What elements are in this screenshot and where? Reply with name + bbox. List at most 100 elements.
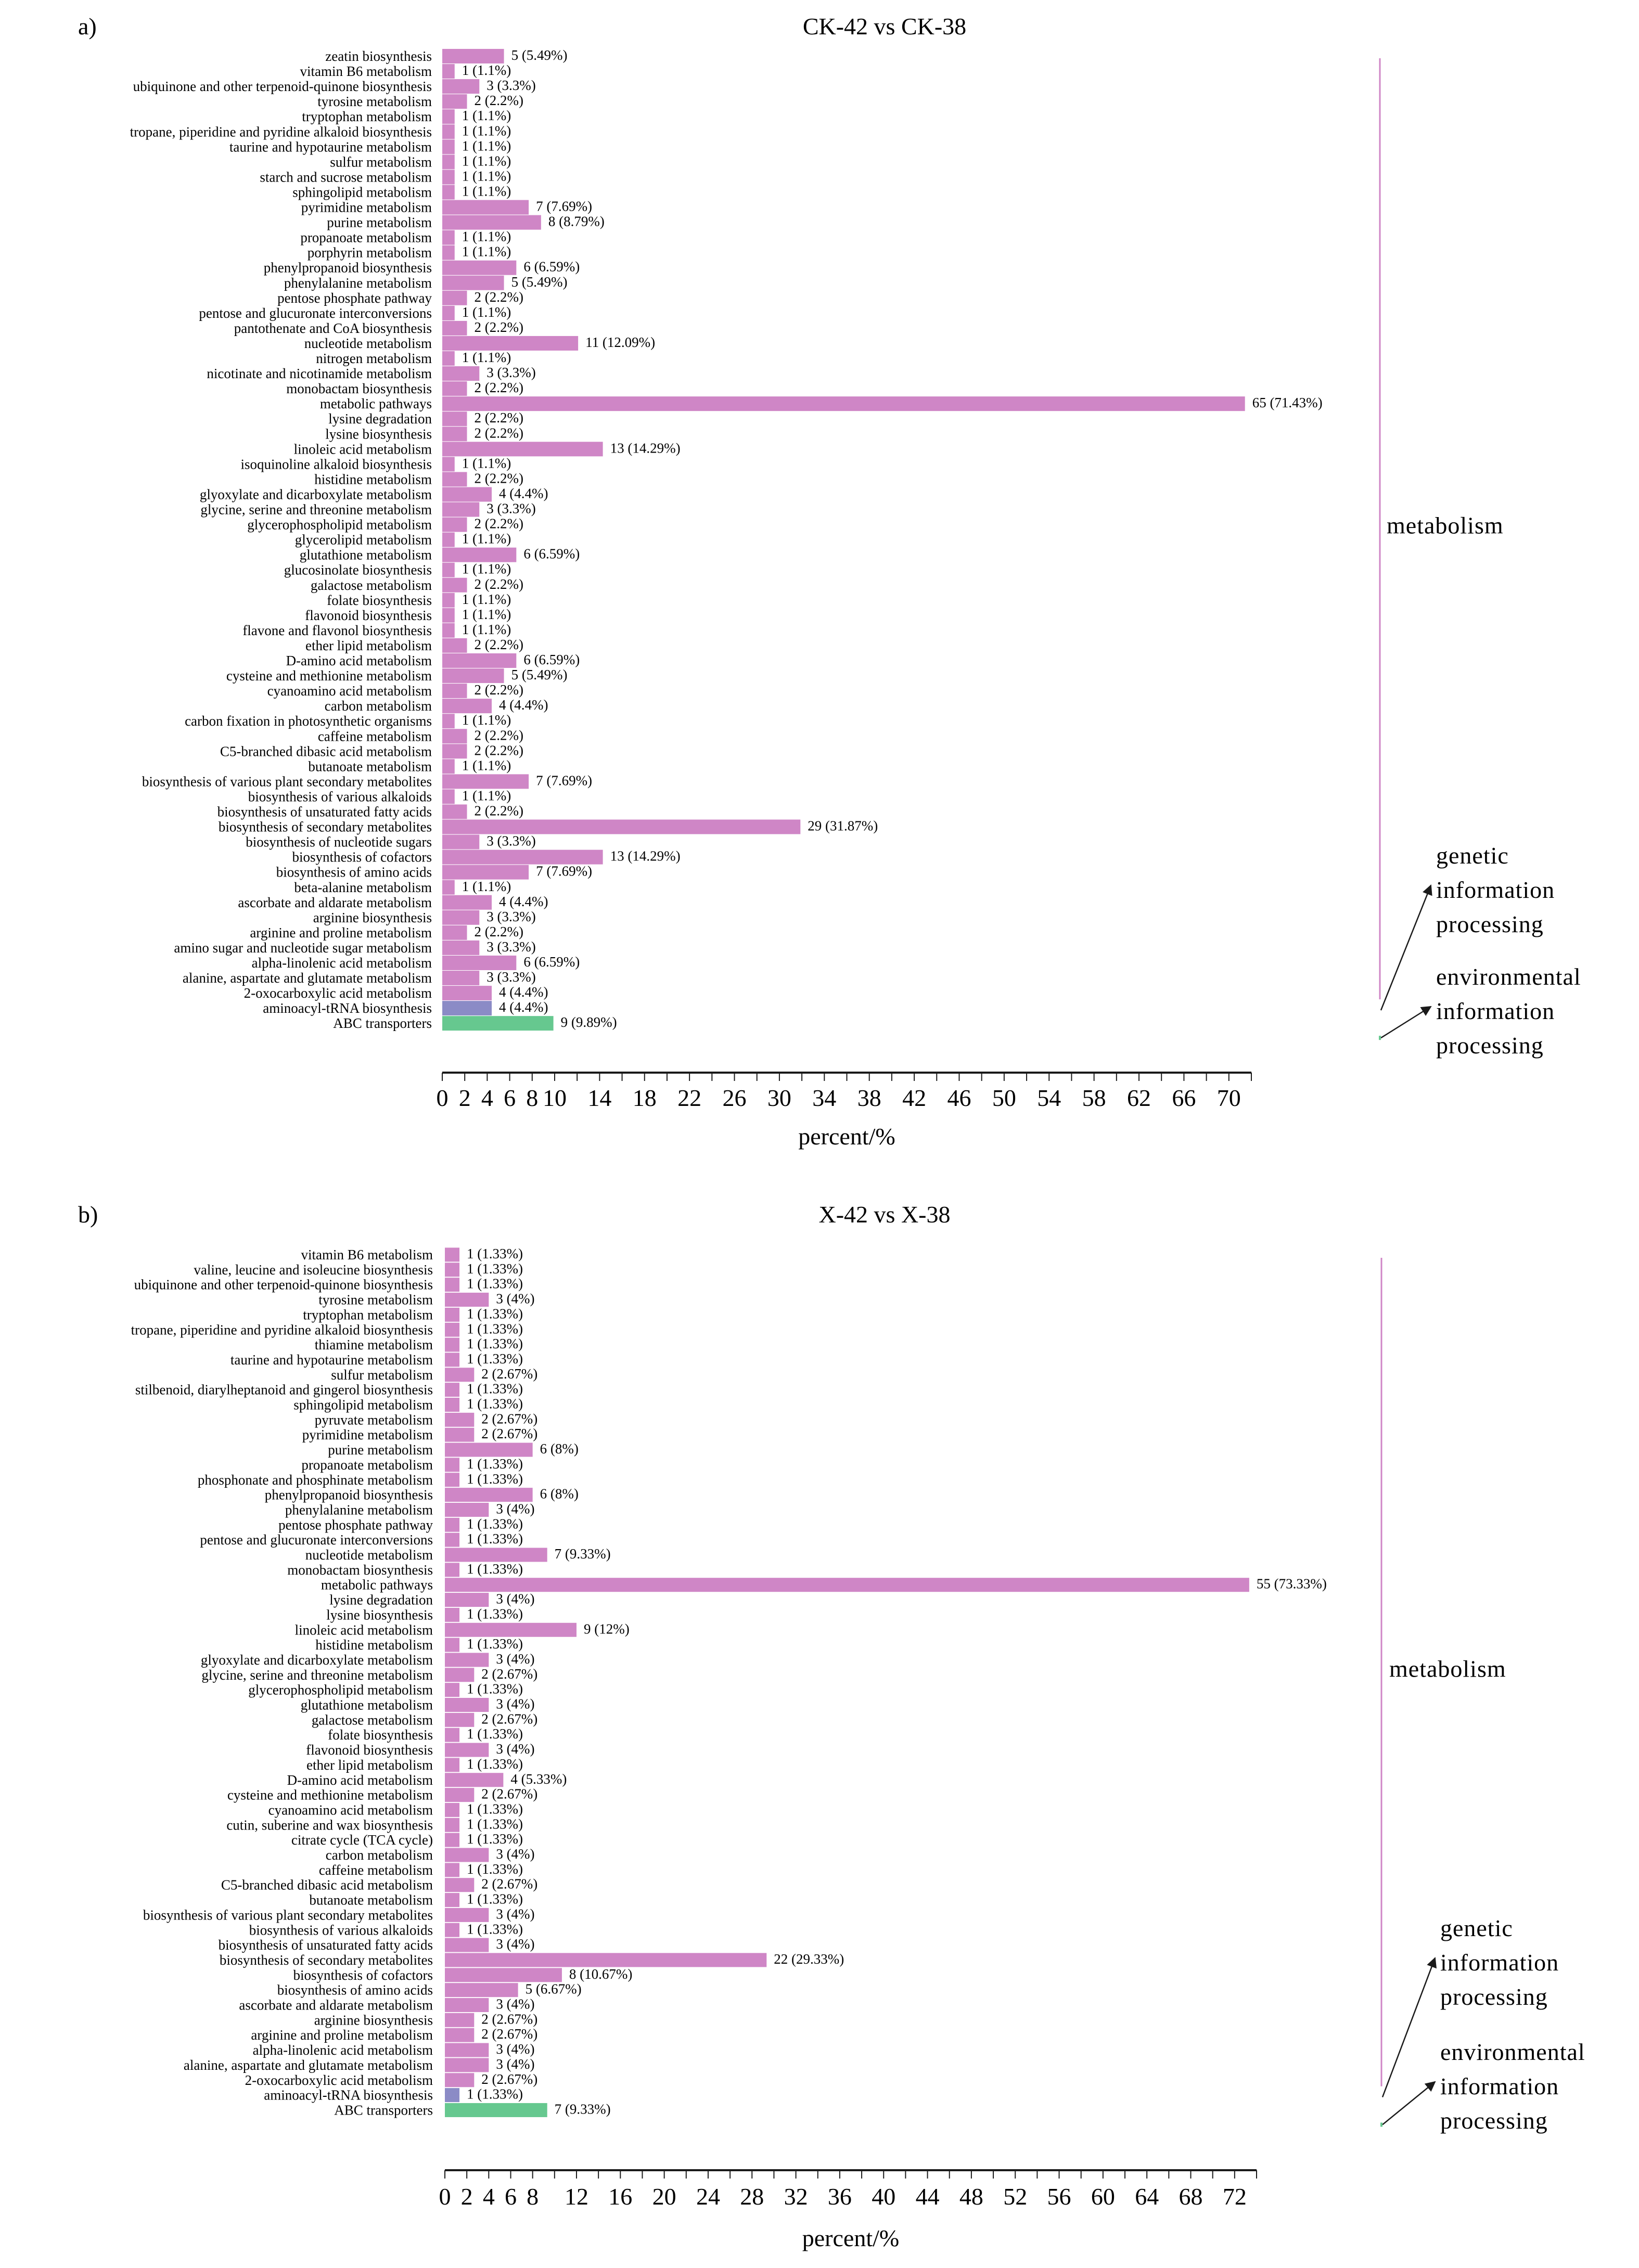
category-label: alpha-linolenic acid metabolism bbox=[253, 2042, 433, 2058]
data-label: 1 (1.1%) bbox=[462, 757, 511, 773]
bar bbox=[445, 1758, 460, 1772]
bar bbox=[442, 638, 467, 653]
category-label: caffeine metabolism bbox=[319, 1862, 433, 1878]
bar bbox=[442, 457, 455, 472]
bar bbox=[442, 865, 529, 880]
bar bbox=[445, 1818, 460, 1832]
data-label: 1 (1.1%) bbox=[462, 561, 511, 577]
data-label: 1 (1.1%) bbox=[462, 607, 511, 622]
bar-row: caffeine metabolism 1 (1.33%) bbox=[319, 1861, 523, 1878]
bar bbox=[442, 517, 467, 532]
category-label: carbon metabolism bbox=[326, 1847, 433, 1863]
x-tick-label: 66 bbox=[1172, 1085, 1196, 1111]
bar bbox=[445, 1322, 460, 1337]
bar-row: nitrogen metabolism 1 (1.1%) bbox=[316, 350, 511, 366]
category-label: butanoate metabolism bbox=[309, 1892, 433, 1908]
data-label: 5 (5.49%) bbox=[511, 274, 568, 290]
bar-row: phenylpropanoid biosynthesis 6 (8%) bbox=[265, 1486, 579, 1503]
data-label: 2 (2.2%) bbox=[475, 289, 523, 305]
category-label: glycerolipid metabolism bbox=[295, 532, 432, 548]
bar-row: alpha-linolenic acid metabolism 3 (4%) bbox=[253, 2041, 535, 2058]
bar-row: arginine biosynthesis 3 (3.3%) bbox=[313, 909, 536, 925]
bar bbox=[445, 1488, 533, 1502]
bar-row: butanoate metabolism 1 (1.1%) bbox=[308, 757, 511, 774]
category-label: biosynthesis of secondary metabolites bbox=[220, 1952, 433, 1968]
data-label: 1 (1.1%) bbox=[462, 168, 511, 184]
x-tick-label: 46 bbox=[947, 1085, 971, 1111]
category-label: sphingolipid metabolism bbox=[293, 1397, 433, 1413]
category-label: D-amino acid metabolism bbox=[287, 1772, 433, 1788]
bar-row: glyoxylate and dicarboxylate metabolism 3… bbox=[201, 1651, 535, 1668]
bar bbox=[445, 1398, 460, 1412]
data-label: 2 (2.2%) bbox=[475, 380, 523, 395]
bar bbox=[445, 2043, 489, 2057]
group-label-metabolism: metabolism bbox=[1389, 1655, 1506, 1682]
bar bbox=[445, 1863, 460, 1877]
category-label: linoleic acid metabolism bbox=[294, 441, 432, 457]
bar-row: pantothenate and CoA biosynthesis 2 (2.2%… bbox=[234, 319, 523, 336]
bar bbox=[442, 245, 455, 260]
bar bbox=[442, 562, 455, 577]
data-label: 6 (6.59%) bbox=[523, 259, 580, 275]
x-tick-label: 32 bbox=[784, 2183, 808, 2210]
x-tick-label: 6 bbox=[505, 2183, 517, 2210]
data-label: 2 (2.67%) bbox=[481, 2071, 537, 2087]
category-label: lysine degradation bbox=[329, 1592, 433, 1608]
category-label: porphyrin metabolism bbox=[308, 245, 432, 261]
bar-row: lysine biosynthesis 1 (1.33%) bbox=[326, 1606, 523, 1622]
bar-row: linoleic acid metabolism 13 (14.29%) bbox=[294, 440, 681, 457]
bar-row: butanoate metabolism 1 (1.33%) bbox=[309, 1891, 523, 1908]
category-label: folate biosynthesis bbox=[328, 1727, 433, 1743]
bar-row: zeatin biosynthesis 5 (5.49%) bbox=[325, 47, 567, 64]
x-tick-label: 0 bbox=[439, 2183, 451, 2210]
data-label: 13 (14.29%) bbox=[610, 848, 681, 864]
bar bbox=[442, 396, 1245, 411]
data-label: 1 (1.1%) bbox=[462, 304, 511, 320]
bar bbox=[442, 940, 480, 955]
data-label: 2 (2.2%) bbox=[475, 576, 523, 592]
category-label: arginine biosynthesis bbox=[314, 2012, 433, 2028]
bar bbox=[442, 729, 467, 744]
data-label: 8 (8.79%) bbox=[548, 214, 605, 229]
x-tick-label: 28 bbox=[740, 2183, 764, 2210]
data-label: 3 (3.3%) bbox=[486, 939, 535, 955]
bar-row: cyanoamino acid metabolism 2 (2.2%) bbox=[267, 682, 523, 699]
bar-row: tyrosine metabolism 2 (2.2%) bbox=[317, 93, 523, 109]
data-label: 1 (1.33%) bbox=[467, 1681, 523, 1697]
data-label: 1 (1.33%) bbox=[467, 1756, 523, 1772]
category-label: tropane, piperidine and pyridine alkaloi… bbox=[130, 124, 432, 139]
data-label: 55 (73.33%) bbox=[1257, 1576, 1327, 1592]
category-label: pentose phosphate pathway bbox=[278, 1517, 433, 1532]
bar bbox=[442, 714, 455, 729]
category-label: glyoxylate and dicarboxylate metabolism bbox=[201, 1652, 433, 1668]
bar-row: biosynthesis of nucleotide sugars 3 (3.3%… bbox=[246, 833, 535, 850]
category-label: nitrogen metabolism bbox=[316, 351, 432, 366]
category-label: ubiquinone and other terpenoid-quinone b… bbox=[133, 79, 432, 94]
bar-row: arginine and proline metabolism 2 (2.2%) bbox=[250, 924, 523, 940]
category-label: glycerophospholipid metabolism bbox=[247, 517, 432, 533]
bar bbox=[445, 1938, 489, 1952]
bar-row: biosynthesis of unsaturated fatty acids 3… bbox=[219, 1936, 535, 1953]
bar bbox=[445, 1668, 475, 1682]
data-label: 1 (1.33%) bbox=[467, 1276, 523, 1292]
x-tick-label: 8 bbox=[527, 2183, 539, 2210]
data-label: 3 (3.3%) bbox=[486, 909, 535, 924]
data-label: 1 (1.1%) bbox=[462, 153, 511, 169]
data-label: 1 (1.1%) bbox=[462, 350, 511, 365]
bar-row: purine metabolism 6 (8%) bbox=[328, 1441, 579, 1458]
bar bbox=[442, 170, 455, 185]
bar bbox=[445, 1593, 489, 1607]
category-label: amino sugar and nucleotide sugar metabol… bbox=[174, 940, 432, 956]
x-tick-label: 24 bbox=[696, 2183, 720, 2210]
bar-row: carbon fixation in photosynthetic organi… bbox=[185, 712, 511, 729]
bar bbox=[442, 699, 492, 714]
category-label: arginine and proline metabolism bbox=[251, 2027, 433, 2043]
category-label: glutathione metabolism bbox=[301, 1697, 433, 1713]
group-label-genetic: information bbox=[1440, 1949, 1559, 1976]
bar bbox=[442, 1016, 554, 1031]
chart-title: CK-42 vs CK-38 bbox=[803, 13, 966, 40]
data-label: 1 (1.33%) bbox=[467, 1321, 523, 1336]
group-label-environmental: processing bbox=[1440, 2107, 1548, 2134]
bar-row: lysine biosynthesis 2 (2.2%) bbox=[325, 425, 523, 442]
